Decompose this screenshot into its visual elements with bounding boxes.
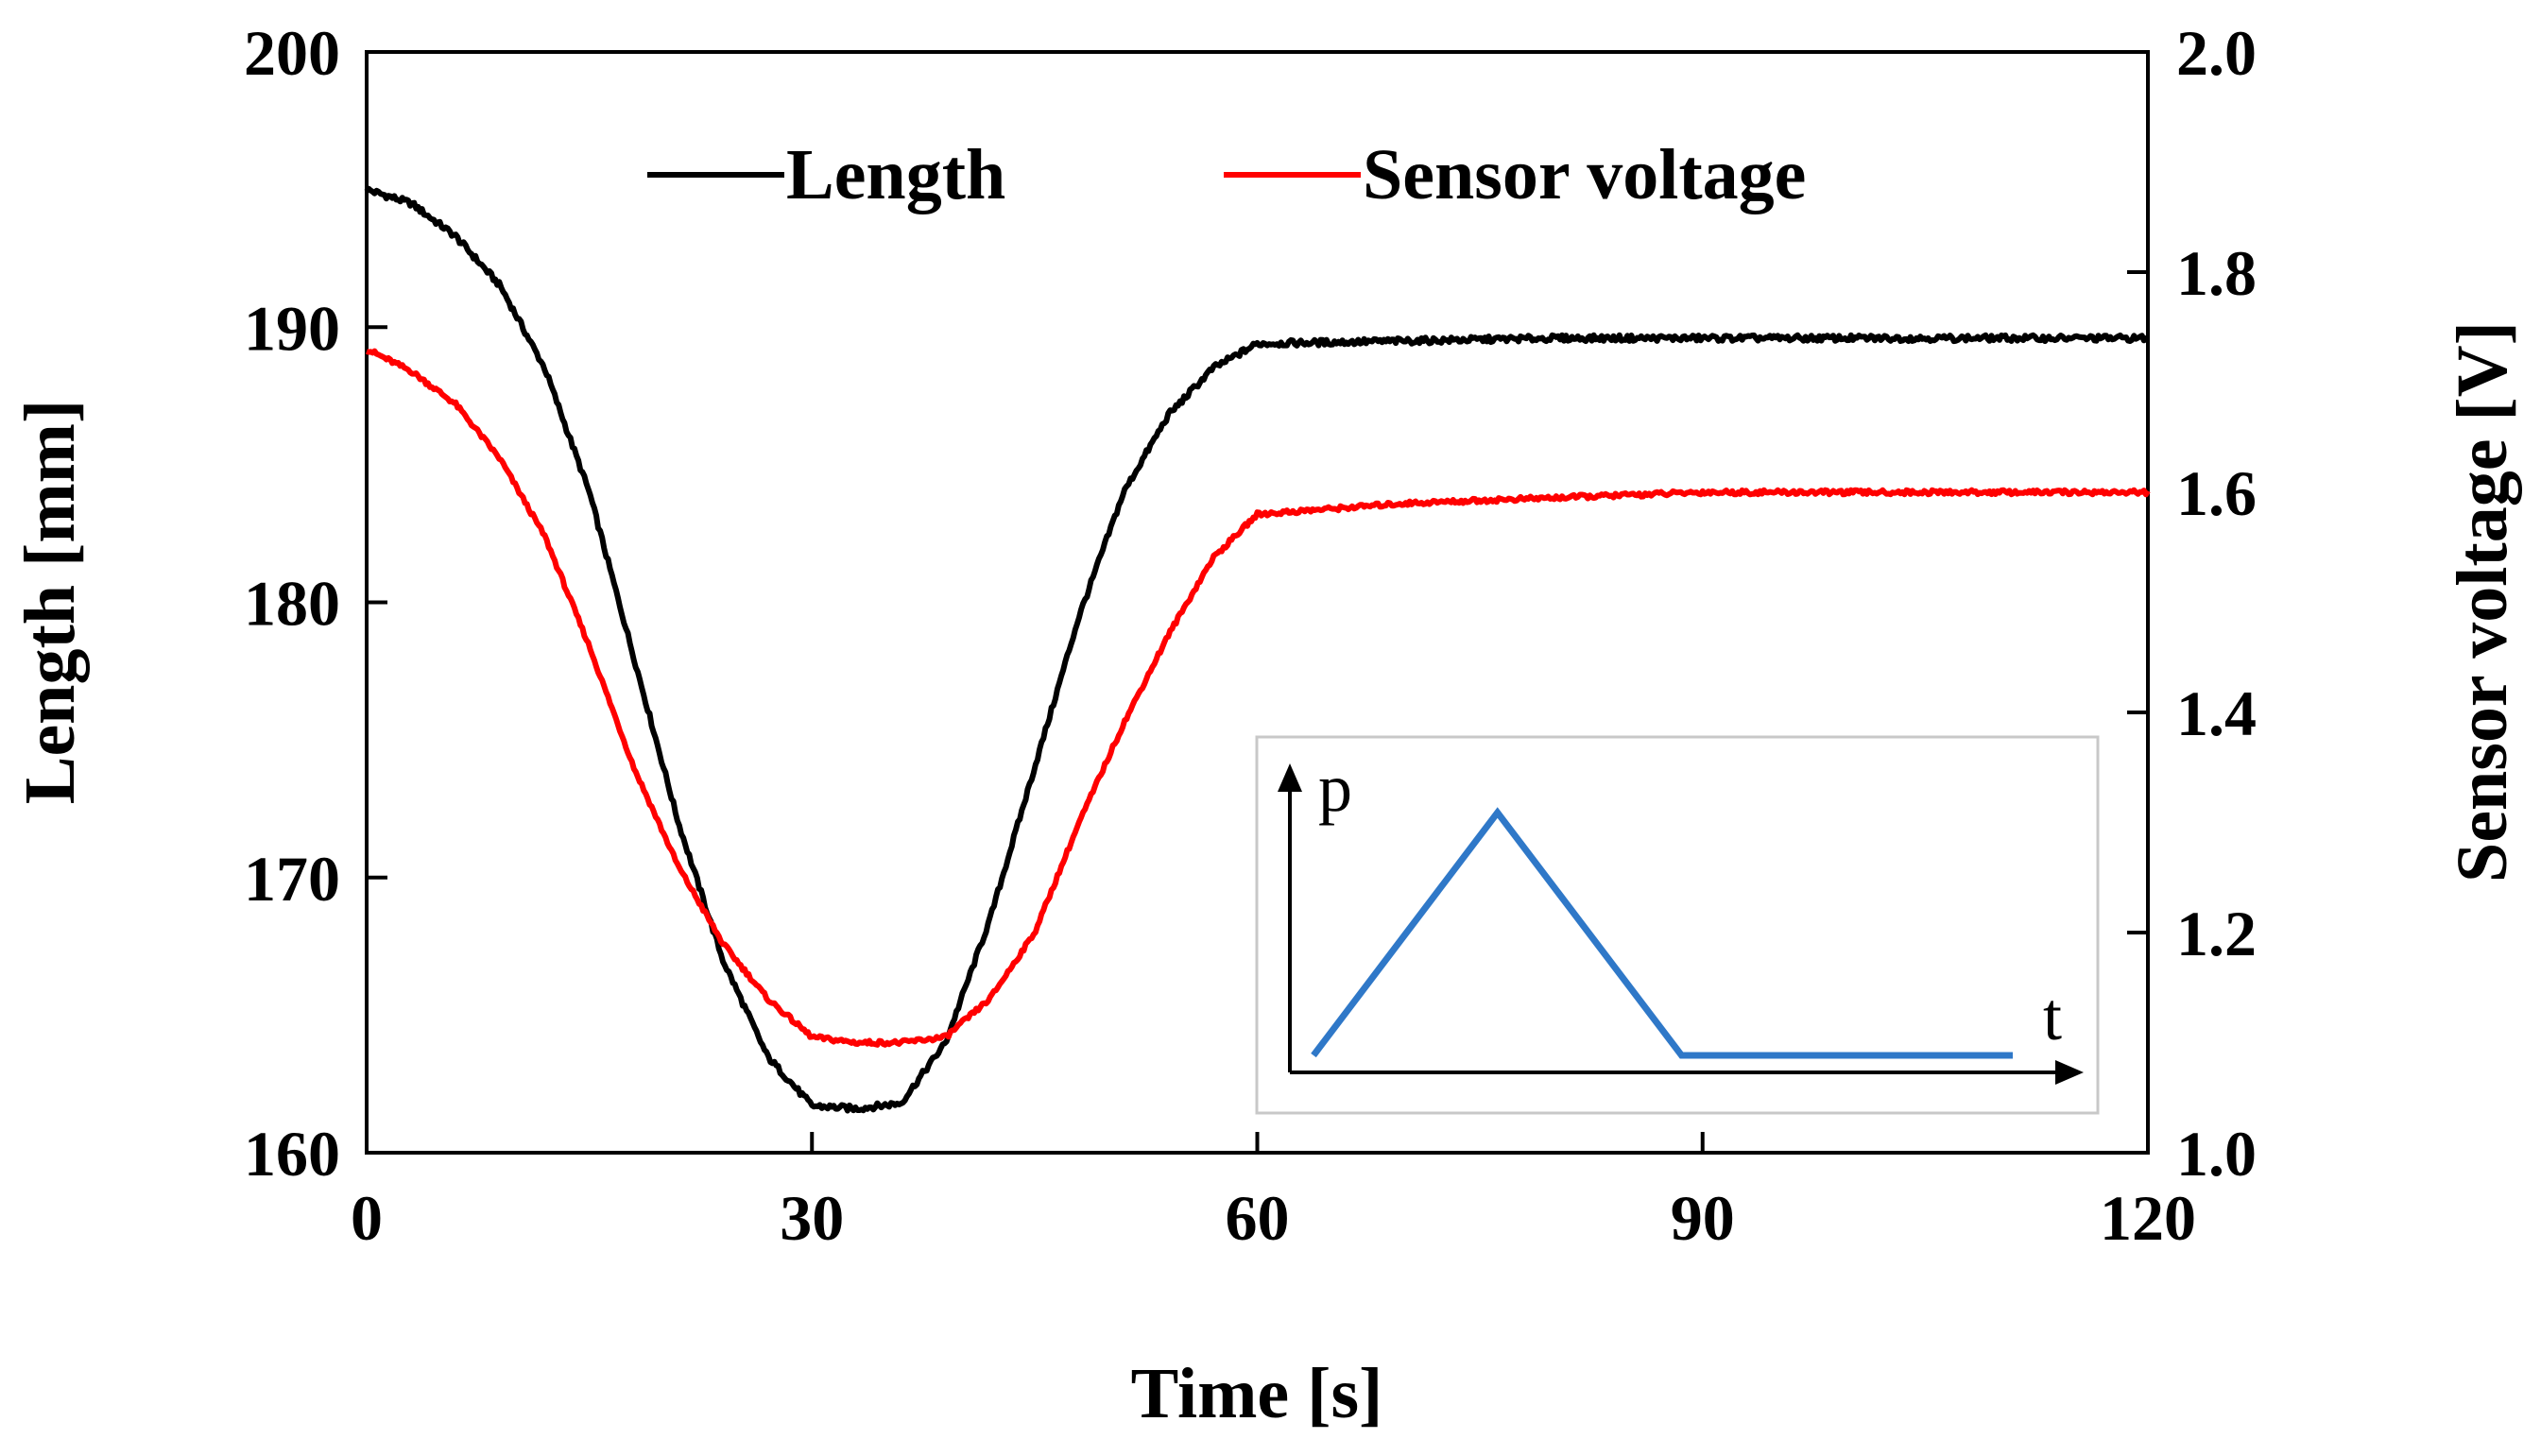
y-tick-label: 200 [244, 17, 340, 89]
y2-tick-label: 1.2 [2176, 898, 2257, 969]
x-tick-label: 90 [1671, 1182, 1735, 1254]
legend-label-length: Length [786, 135, 1005, 214]
y2-axis-title: Sensor voltage [V] [2443, 321, 2522, 882]
x-tick-label: 60 [1226, 1182, 1290, 1254]
y2-tick-label: 1.8 [2176, 237, 2257, 309]
legend-label-sensor-voltage: Sensor voltage [1363, 135, 1806, 214]
y-axis-title: Length [mm] [10, 400, 90, 805]
x-tick-label: 30 [780, 1182, 844, 1254]
series-layer [364, 185, 2151, 1114]
y-tick-label: 160 [244, 1118, 340, 1190]
series-line-sensor-voltage [365, 348, 2151, 1048]
y2-tick-label: 1.4 [2176, 677, 2257, 749]
inset-y-label: p [1318, 750, 1352, 826]
x-axis-title: Time [s] [1131, 1354, 1383, 1433]
y-tick-label: 190 [244, 292, 340, 364]
ticks-layer: 0 30 60 90 120 160 170 180 190 200 1.0 1.2 1.4 1.6 1.8… [244, 17, 2257, 1254]
x-tick-label: 120 [2100, 1182, 2196, 1254]
inset: p t [1255, 735, 2100, 1115]
y2-tick-label: 1.6 [2176, 457, 2257, 529]
y2-tick-label: 2.0 [2176, 17, 2257, 89]
inset-pressure-profile [1311, 807, 2013, 1059]
legend: Length Sensor voltage [647, 135, 1806, 214]
x-tick-label: 0 [351, 1182, 383, 1254]
y2-tick-label: 1.0 [2176, 1118, 2257, 1190]
inset-x-arrowhead [2055, 1060, 2084, 1085]
inset-y-arrowhead [1278, 763, 1302, 792]
y-tick-label: 180 [244, 568, 340, 640]
inset-x-label: t [2043, 979, 2062, 1054]
series-line-length [364, 185, 2150, 1114]
y-tick-label: 170 [244, 843, 340, 915]
